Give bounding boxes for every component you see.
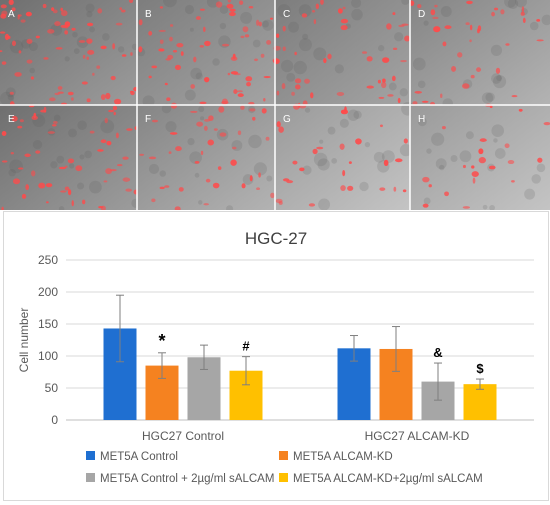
microscopy-image-panel: A B C D E F G H bbox=[0, 0, 550, 210]
error-bar bbox=[392, 326, 400, 372]
microscopy-panel-f: F bbox=[137, 102, 275, 210]
legend-item: MET5A Control + 2µg/ml sALCAM bbox=[86, 473, 274, 485]
legend-item: MET5A ALCAM-KD+2µg/ml sALCAM bbox=[279, 473, 483, 485]
significance-marker: & bbox=[433, 345, 442, 360]
microscopy-panel-d: D bbox=[409, 0, 550, 109]
legend-item: MET5A Control bbox=[86, 451, 178, 463]
error-bar bbox=[476, 378, 484, 390]
panel-label: A bbox=[8, 9, 15, 20]
microscopy-panel-b: B bbox=[136, 0, 275, 108]
y-tick-label: 100 bbox=[38, 349, 58, 363]
error-bar bbox=[434, 362, 442, 401]
panel-label: D bbox=[418, 9, 425, 20]
legend-swatch bbox=[86, 451, 95, 460]
panel-label: C bbox=[283, 9, 290, 20]
x-tick-label: HGC27 ALCAM-KD bbox=[365, 429, 470, 443]
x-tick-label: HGC27 Control bbox=[142, 429, 224, 443]
legend-swatch bbox=[279, 451, 288, 460]
error-bar bbox=[350, 335, 358, 362]
microscopy-panel-c: C bbox=[272, 0, 411, 107]
legend-item: MET5A ALCAM-KD bbox=[279, 451, 393, 463]
panel-label: F bbox=[145, 114, 151, 125]
microscopy-panel-e: E bbox=[0, 104, 141, 210]
legend-swatch bbox=[279, 473, 288, 482]
panel-label: G bbox=[283, 114, 291, 125]
y-tick-label: 0 bbox=[51, 413, 58, 427]
error-bar bbox=[158, 352, 166, 379]
significance-marker: $ bbox=[476, 361, 484, 376]
panel-label: H bbox=[418, 114, 425, 125]
error-bar bbox=[200, 344, 208, 370]
y-tick-label: 250 bbox=[38, 253, 58, 267]
microscopy-panel-h: H bbox=[410, 103, 550, 210]
legend-label: MET5A Control bbox=[100, 451, 178, 463]
chart-title: HGC-27 bbox=[245, 229, 307, 248]
bar-chart: HGC-27 0 50 100 150 200 250 Cell number * # HGC27… bbox=[17, 229, 534, 485]
panel-label: B bbox=[145, 9, 152, 20]
y-tick-label: 150 bbox=[38, 317, 58, 331]
significance-marker: # bbox=[242, 339, 250, 354]
y-tick-label: 50 bbox=[45, 381, 59, 395]
microscopy-panel-g: G bbox=[275, 102, 415, 210]
error-bar bbox=[116, 294, 124, 363]
significance-marker: * bbox=[158, 331, 165, 351]
panel-label: E bbox=[8, 114, 15, 125]
legend-swatch bbox=[86, 473, 95, 482]
bar-chart-container: HGC-27 0 50 100 150 200 250 Cell number * # HGC27… bbox=[3, 211, 549, 501]
y-tick-label: 200 bbox=[38, 285, 58, 299]
microscopy-panel-a: A bbox=[0, 0, 140, 107]
legend-label: MET5A ALCAM-KD+2µg/ml sALCAM bbox=[293, 473, 483, 485]
y-axis-label: Cell number bbox=[17, 308, 31, 373]
legend-label: MET5A ALCAM-KD bbox=[293, 451, 393, 463]
legend-label: MET5A Control + 2µg/ml sALCAM bbox=[100, 473, 274, 485]
error-bar bbox=[242, 356, 250, 386]
bar bbox=[463, 384, 497, 420]
